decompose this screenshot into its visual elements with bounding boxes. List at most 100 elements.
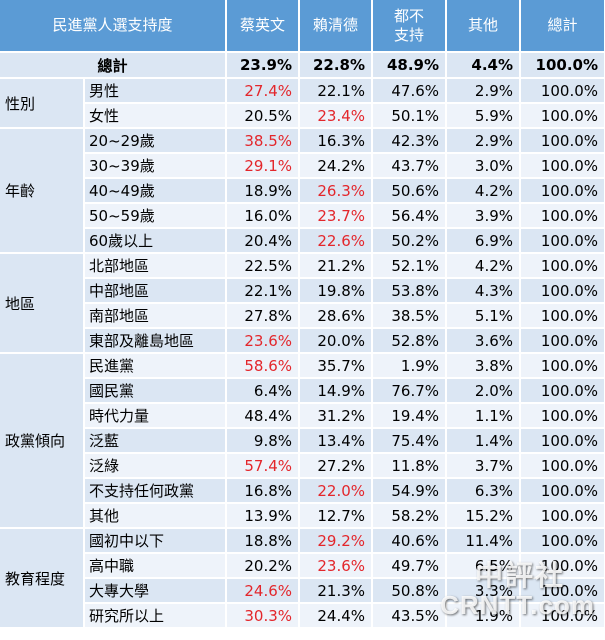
cell-value: 3.7% [446,453,522,479]
cell-value: 100.0% [520,553,605,579]
cell-value: 27.8% [226,303,301,329]
cell-value: 47.6% [372,78,448,104]
table-row: 30~39歲 29.1% 24.2% 43.7% 3.0% 100.0% [0,153,605,179]
row-label: 國初中以下 [84,528,228,554]
cell-value: 100.0% [520,353,605,379]
cell-value: 23.4% [299,103,374,129]
cell-value: 6.4% [226,378,301,404]
table-row: 研究所以上 30.3% 24.4% 43.5% 1.9% 100.0% [0,603,605,629]
cell-value: 76.7% [372,378,448,404]
cell-value: 3.8% [446,353,522,379]
cell-value: 54.9% [372,478,448,504]
cell-value: 5.1% [446,303,522,329]
cell-value: 52.8% [372,328,448,354]
cell-value: 2.9% [446,78,522,104]
cell-value: 52.1% [372,253,448,279]
row-label: 不支持任何政黨 [84,478,228,504]
cell-value: 24.2% [299,153,374,179]
table-row: 政黨傾向 民進黨 58.6% 35.7% 1.9% 3.8% 100.0% [0,353,605,529]
row-label: 高中職 [84,553,228,579]
table-row: 60歲以上 20.4% 22.6% 50.2% 6.9% 100.0% [0,228,605,254]
cell-value: 5.9% [446,103,522,129]
table-row: 國民黨 6.4% 14.9% 76.7% 2.0% 100.0% [0,378,605,404]
cell-value: 9.8% [226,428,301,454]
cell-value: 31.2% [299,403,374,429]
row-label: 泛綠 [84,453,228,479]
table-row: 南部地區 27.8% 28.6% 38.5% 5.1% 100.0% [0,303,605,329]
cell-value: 13.9% [226,503,301,529]
cell-value: 100.0% [520,503,605,529]
row-label: 時代力量 [84,403,228,429]
cell-value: 100.0% [520,303,605,329]
cell-value: 50.6% [372,178,448,204]
cell-value: 100.0% [520,403,605,429]
cell-value: 19.8% [299,278,374,304]
cell-value: 56.4% [372,203,448,229]
cell-value: 13.4% [299,428,374,454]
cell-value: 22.6% [299,228,374,254]
cell-value: 58.6% [226,353,301,379]
table-row: 中部地區 22.1% 19.8% 53.8% 4.3% 100.0% [0,278,605,304]
cell-value: 35.7% [299,353,374,379]
cell-value: 48.4% [226,403,301,429]
cell-value: 28.6% [299,303,374,329]
row-label: 民進黨 [84,353,228,379]
cell-value: 100.0% [520,453,605,479]
table-row: 東部及離島地區 23.6% 20.0% 52.8% 3.6% 100.0% [0,328,605,354]
table-row: 大專大學 24.6% 21.3% 50.8% 3.3% 100.0% [0,578,605,604]
cell-value: 19.4% [372,403,448,429]
cell-value: 18.8% [226,528,301,554]
total-value: 22.8% [299,52,374,79]
cell-value: 4.2% [446,253,522,279]
cell-value: 22.1% [226,278,301,304]
cell-value: 16.0% [226,203,301,229]
cell-value: 1.9% [446,603,522,629]
cell-value: 20.2% [226,553,301,579]
row-label: 南部地區 [84,303,228,329]
cell-value: 24.6% [226,578,301,604]
cell-value: 20.0% [299,328,374,354]
total-value: 48.9% [372,52,448,79]
table-row: 高中職 20.2% 23.6% 49.7% 6.5% 100.0% [0,553,605,579]
cell-value: 16.3% [299,128,374,154]
cell-value: 1.1% [446,403,522,429]
cell-value: 6.9% [446,228,522,254]
cell-value: 58.2% [372,503,448,529]
row-label: 40~49歲 [84,178,228,204]
cell-value: 100.0% [520,128,605,154]
cell-value: 100.0% [520,478,605,504]
header-title: 民進黨人選支持度 [0,0,228,53]
cell-value: 15.2% [446,503,522,529]
cell-value: 21.3% [299,578,374,604]
cell-value: 2.0% [446,378,522,404]
row-label: 其他 [84,503,228,529]
header-neither: 都不 支持 [372,0,448,53]
group-label: 教育程度 [0,528,85,629]
group-label: 性別 [0,78,85,129]
total-value: 100.0% [520,52,605,79]
cell-value: 50.2% [372,228,448,254]
cell-value: 11.4% [446,528,522,554]
cell-value: 23.6% [226,328,301,354]
cell-value: 50.8% [372,578,448,604]
cell-value: 22.1% [299,78,374,104]
cell-value: 21.2% [299,253,374,279]
cell-value: 100.0% [520,103,605,129]
row-label: 研究所以上 [84,603,228,629]
cell-value: 75.4% [372,428,448,454]
cell-value: 100.0% [520,178,605,204]
table-row: 性別 男性 27.4% 22.1% 47.6% 2.9% 100.0% [0,78,605,129]
cell-value: 50.1% [372,103,448,129]
table-row: 50~59歲 16.0% 23.7% 56.4% 3.9% 100.0% [0,203,605,229]
cell-value: 100.0% [520,253,605,279]
cell-value: 43.7% [372,153,448,179]
table-row: 泛綠 57.4% 27.2% 11.8% 3.7% 100.0% [0,453,605,479]
cell-value: 30.3% [226,603,301,629]
cell-value: 11.8% [372,453,448,479]
total-value: 4.4% [446,52,522,79]
row-label: 男性 [84,78,228,104]
cell-value: 100.0% [520,603,605,629]
cell-value: 1.4% [446,428,522,454]
header-tsai: 蔡英文 [226,0,301,53]
